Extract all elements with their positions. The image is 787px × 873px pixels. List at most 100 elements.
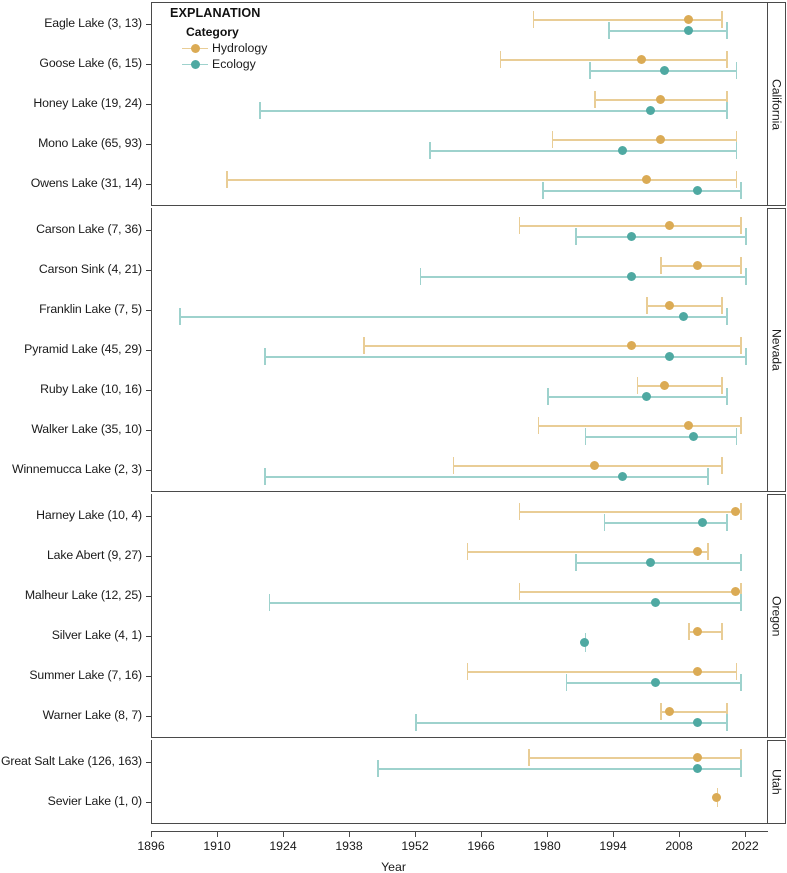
facet-strip-text: California (769, 78, 784, 130)
range-cap-min (584, 428, 587, 445)
range-cap-max (735, 171, 738, 188)
legend-entry[interactable]: Ecology (182, 57, 267, 71)
range-line (528, 757, 741, 759)
range-line (264, 356, 745, 358)
range-cap-max (726, 51, 728, 68)
data-point-hydrology (731, 587, 741, 597)
y-axis-label: Lake Abert (9, 27) (46, 548, 142, 562)
x-axis-tick-label: 1966 (467, 839, 495, 853)
facet-panel-oregon (151, 494, 768, 738)
range-line (542, 190, 741, 192)
range-cap-max (726, 388, 728, 405)
range-cap-max (726, 91, 728, 108)
facet-strip-text: Oregon (769, 595, 784, 637)
legend-entry-label: Hydrology (212, 41, 268, 55)
facet-strip-label: Utah (767, 740, 786, 824)
y-axis-label: Eagle Lake (3, 13) (44, 16, 142, 30)
range-cap-min (608, 22, 610, 39)
y-axis-tick (146, 390, 151, 391)
y-axis-tick (146, 24, 151, 25)
data-point-ecology (580, 638, 590, 648)
y-axis-tick (146, 516, 151, 517)
y-axis-label: Franklin Lake (7, 5) (39, 302, 142, 316)
range-cap-min (660, 703, 662, 720)
y-axis-label: Silver Lake (4, 1) (51, 628, 142, 642)
data-point-hydrology (693, 753, 703, 763)
data-point-hydrology (693, 261, 703, 271)
x-axis-tick (415, 832, 416, 837)
range-line (547, 396, 727, 398)
range-cap-max (726, 102, 728, 119)
facet-strip-label: Oregon (767, 494, 786, 738)
data-point-ecology (660, 66, 670, 76)
y-axis-label: Sevier Lake (1, 0) (47, 794, 143, 808)
range-cap-min (226, 171, 229, 188)
data-point-ecology (617, 146, 627, 156)
range-line (608, 30, 727, 32)
y-axis-label: Carson Sink (4, 21) (38, 262, 142, 276)
range-line (452, 465, 722, 467)
range-line (518, 225, 741, 227)
y-axis-tick (146, 470, 151, 471)
data-point-ecology (650, 598, 660, 608)
data-point-hydrology (627, 341, 637, 351)
range-line (429, 150, 736, 152)
data-point-hydrology (636, 55, 646, 65)
x-axis-tick (349, 832, 350, 837)
data-point-ecology (646, 106, 656, 116)
data-point-ecology (641, 392, 651, 402)
y-axis-tick (146, 676, 151, 677)
range-cap-max (721, 457, 724, 474)
y-axis-tick (146, 270, 151, 271)
facet-strip-text: Utah (769, 769, 784, 795)
range-cap-max (740, 674, 742, 691)
data-point-hydrology (712, 793, 722, 803)
y-axis-tick (146, 310, 151, 311)
y-axis-label: Owens Lake (31, 14) (30, 176, 142, 190)
range-cap-min (518, 503, 521, 520)
range-cap-max (726, 703, 728, 720)
range-cap-max (735, 131, 738, 148)
x-axis-title: Year (381, 860, 406, 873)
range-cap-min (363, 337, 365, 354)
range-cap-min (415, 714, 417, 731)
x-axis-tick (547, 832, 548, 837)
x-axis-tick-label: 1910 (203, 839, 231, 853)
x-axis-tick-label: 2022 (731, 839, 759, 853)
facet-strip-label: California (767, 2, 786, 206)
y-axis-label: Walker Lake (35, 10) (31, 422, 142, 436)
range-cap-max (740, 337, 742, 354)
range-line (466, 551, 708, 553)
range-cap-min (537, 417, 540, 434)
range-line (499, 59, 727, 61)
x-axis-tick-label: 1952 (401, 839, 429, 853)
range-cap-max (707, 543, 709, 560)
facet-strip-text: Nevada (769, 329, 784, 371)
range-line (575, 236, 745, 238)
legend-swatch-icon (182, 43, 208, 54)
range-line (646, 305, 722, 307)
range-cap-max (726, 514, 728, 531)
data-point-ecology (688, 432, 698, 442)
range-line (518, 511, 741, 513)
y-axis-label: Warner Lake (8, 7) (42, 708, 143, 722)
data-point-hydrology (665, 301, 675, 311)
data-point-ecology (679, 312, 689, 322)
range-cap-max (740, 503, 742, 520)
data-point-ecology (627, 232, 637, 242)
range-cap-min (542, 182, 544, 199)
y-axis-label: Great Salt Lake (126, 163) (0, 754, 142, 768)
range-cap-min (264, 348, 266, 365)
range-cap-max (726, 22, 728, 39)
data-point-hydrology (683, 421, 693, 431)
x-axis-tick-label: 1980 (533, 839, 561, 853)
range-cap-min (259, 102, 262, 119)
y-axis-label: Ruby Lake (10, 16) (40, 382, 142, 396)
x-axis-tick-label: 2008 (665, 839, 693, 853)
range-line (179, 316, 727, 318)
range-cap-max (740, 417, 742, 434)
range-cap-max (740, 594, 742, 611)
legend-entry[interactable]: Hydrology (182, 41, 267, 55)
range-line (377, 768, 741, 770)
